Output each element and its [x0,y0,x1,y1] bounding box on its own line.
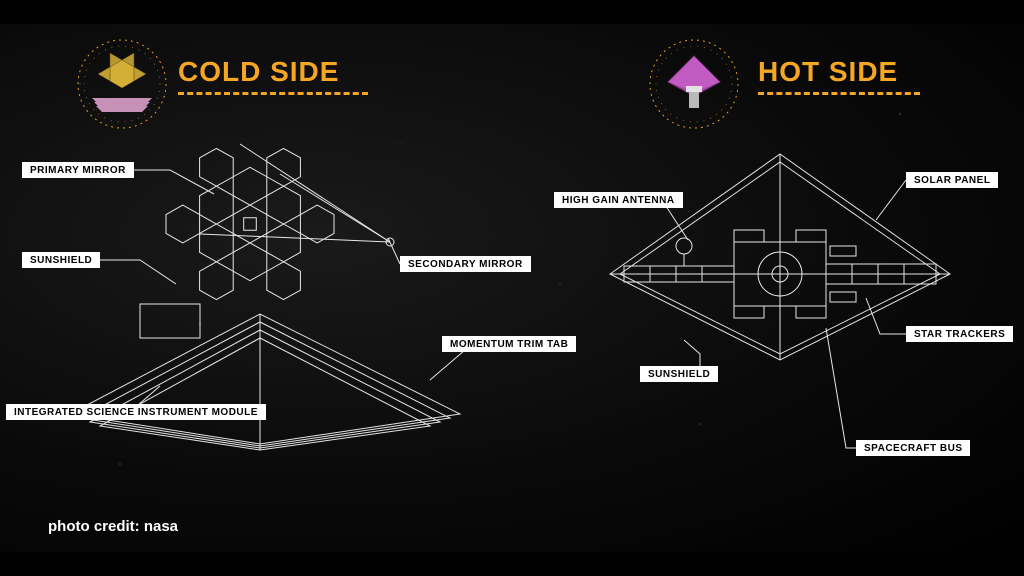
heading-cold: COLD SIDE [178,56,368,96]
heading-hot: HOT SIDE [758,56,920,96]
sunshield-cold [70,314,460,450]
badge-cold-thumb [86,48,158,120]
label-high-gain: HIGH GAIN ANTENNA [554,192,683,208]
label-secondary-mirror: SECONDARY MIRROR [400,256,531,272]
badge-cold [76,38,168,130]
label-star-trackers: STAR TRACKERS [906,326,1013,342]
isim [140,304,200,338]
star-trackers [830,246,856,302]
label-spacecraft-bus: SPACECRAFT BUS [856,440,970,456]
spacecraft-bus [734,230,826,318]
primary-mirror [166,148,334,299]
label-solar-panel: SOLAR PANEL [906,172,998,188]
label-sunshield-hot: SUNSHIELD [640,366,718,382]
solar-panel [826,264,936,284]
label-sunshield-cold: SUNSHIELD [22,252,100,268]
heading-cold-rule [178,92,368,96]
photo-credit: photo credit: nasa [48,518,178,535]
heading-hot-rule [758,92,920,96]
badge-hot [648,38,740,130]
heading-cold-text: COLD SIDE [178,56,368,88]
label-isim: INTEGRATED SCIENCE INSTRUMENT MODULE [6,404,266,420]
hot-side-schematic [610,154,950,360]
label-momentum-trim: MOMENTUM TRIM TAB [442,336,576,352]
heading-hot-text: HOT SIDE [758,56,920,88]
hga [624,238,734,282]
stage: COLD SIDE HOT SIDE [0,24,1024,552]
label-primary-mirror: PRIMARY MIRROR [22,162,134,178]
badge-hot-thumb [658,48,730,120]
